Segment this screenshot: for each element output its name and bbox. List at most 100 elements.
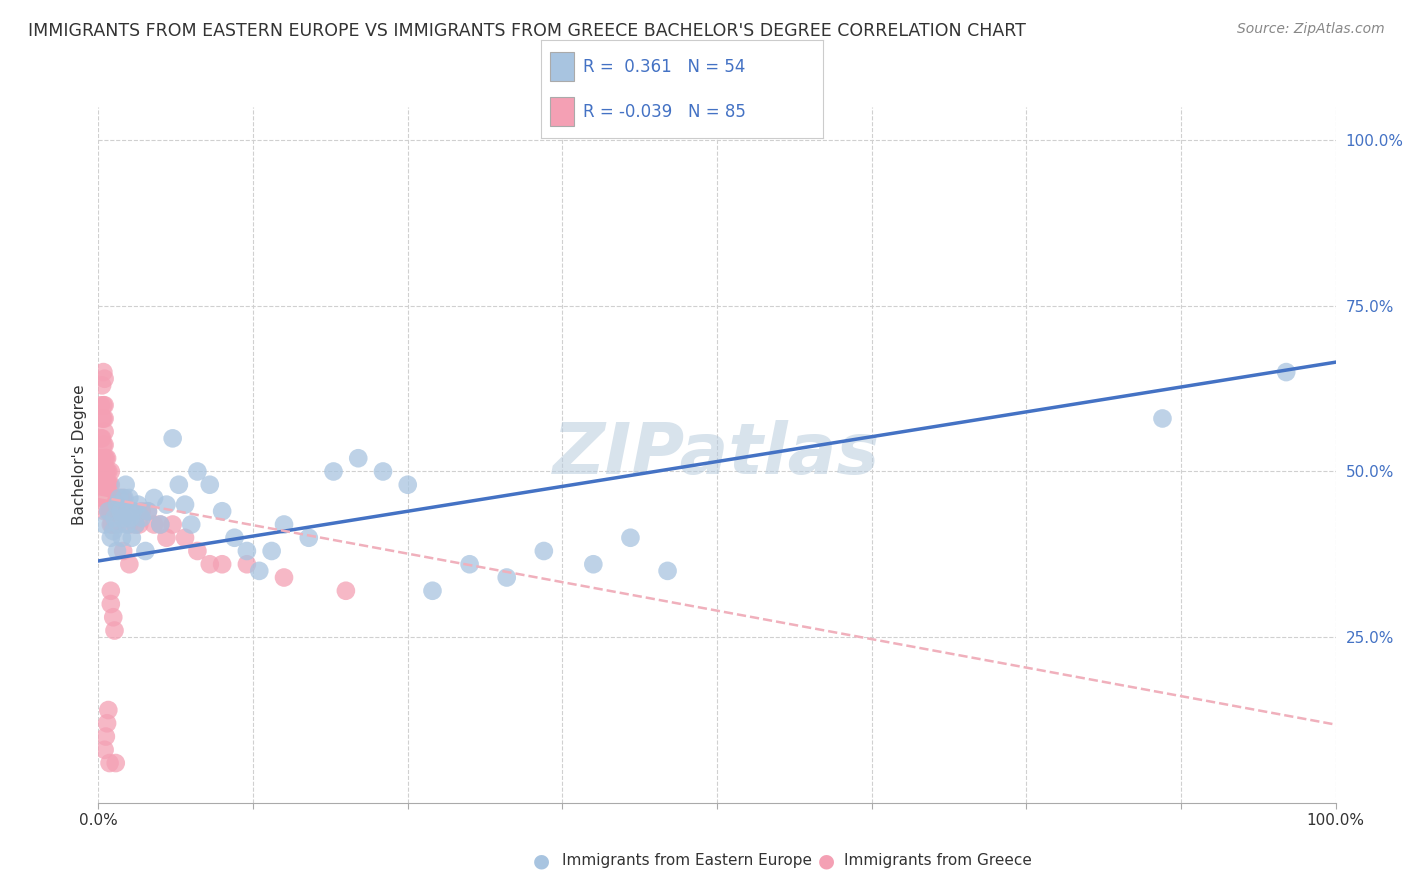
Point [122, 504, 145, 518]
Point [93, 504, 115, 518]
Point [155, 498, 177, 512]
Point [458, 558, 481, 572]
Point [101, 504, 124, 518]
Point [97, 465, 120, 479]
Point [93, 451, 115, 466]
Point [103, 511, 125, 525]
Point [322, 465, 344, 479]
Point [186, 544, 208, 558]
Point [90, 465, 112, 479]
Point [115, 517, 138, 532]
Point [174, 531, 197, 545]
Point [110, 504, 132, 518]
Point [100, 504, 122, 518]
Point [90, 398, 112, 412]
Point [91, 411, 114, 425]
Point [162, 517, 184, 532]
Point [97, 491, 120, 505]
Point [657, 564, 679, 578]
Point [107, 517, 129, 532]
Point [236, 544, 259, 558]
Point [91, 378, 114, 392]
Point [114, 504, 136, 518]
Point [103, 504, 125, 518]
Point [162, 431, 184, 445]
Point [98, 756, 121, 770]
Point [111, 531, 134, 545]
Point [93, 398, 115, 412]
Point [100, 477, 122, 491]
Point [136, 504, 159, 518]
Point [131, 511, 153, 525]
Text: R = -0.039   N = 85: R = -0.039 N = 85 [583, 103, 747, 120]
Point [533, 544, 555, 558]
Point [127, 498, 149, 512]
Text: Immigrants from Greece: Immigrants from Greece [844, 854, 1032, 868]
Point [103, 624, 125, 638]
Point [335, 583, 357, 598]
Point [211, 504, 233, 518]
Point [1152, 411, 1174, 425]
Point [149, 517, 172, 532]
Point [198, 558, 221, 572]
Point [91, 451, 114, 466]
Point [98, 504, 121, 518]
Point [347, 451, 370, 466]
Point [93, 398, 115, 412]
Point [91, 431, 114, 445]
Point [98, 477, 121, 491]
Text: Source: ZipAtlas.com: Source: ZipAtlas.com [1237, 22, 1385, 37]
Point [97, 477, 120, 491]
Point [94, 477, 117, 491]
Point [121, 531, 143, 545]
Point [118, 517, 141, 532]
Point [112, 511, 135, 525]
Point [94, 491, 117, 505]
Point [104, 517, 127, 532]
Point [112, 491, 135, 505]
Point [105, 544, 128, 558]
Point [180, 517, 202, 532]
Text: R =  0.361   N = 54: R = 0.361 N = 54 [583, 58, 745, 76]
Point [105, 504, 128, 518]
Point [619, 531, 641, 545]
Point [93, 411, 115, 425]
Point [128, 517, 150, 532]
Point [96, 716, 118, 731]
Point [114, 477, 136, 491]
Point [211, 558, 233, 572]
Point [93, 465, 115, 479]
Point [118, 558, 141, 572]
Point [103, 491, 125, 505]
Point [90, 451, 112, 466]
Point [108, 491, 131, 505]
Point [167, 477, 190, 491]
Point [298, 531, 321, 545]
Point [198, 477, 221, 491]
Point [100, 531, 122, 545]
Text: ZIPatlas: ZIPatlas [554, 420, 880, 490]
Point [174, 498, 197, 512]
Point [371, 465, 394, 479]
Point [96, 451, 118, 466]
Point [117, 504, 139, 518]
Point [247, 564, 270, 578]
Point [224, 531, 246, 545]
Point [118, 491, 141, 505]
Point [93, 477, 115, 491]
Point [107, 504, 129, 518]
Y-axis label: Bachelor's Degree: Bachelor's Degree [72, 384, 87, 525]
Text: ●: ● [533, 851, 550, 871]
Text: IMMIGRANTS FROM EASTERN EUROPE VS IMMIGRANTS FROM GREECE BACHELOR'S DEGREE CORRE: IMMIGRANTS FROM EASTERN EUROPE VS IMMIGR… [28, 22, 1026, 40]
Point [93, 743, 115, 757]
Point [90, 431, 112, 445]
Point [100, 517, 122, 532]
Point [136, 504, 159, 518]
Point [93, 438, 115, 452]
Point [97, 703, 120, 717]
Point [103, 524, 125, 538]
Point [143, 517, 166, 532]
Point [582, 558, 605, 572]
Point [131, 504, 153, 518]
Point [100, 597, 122, 611]
